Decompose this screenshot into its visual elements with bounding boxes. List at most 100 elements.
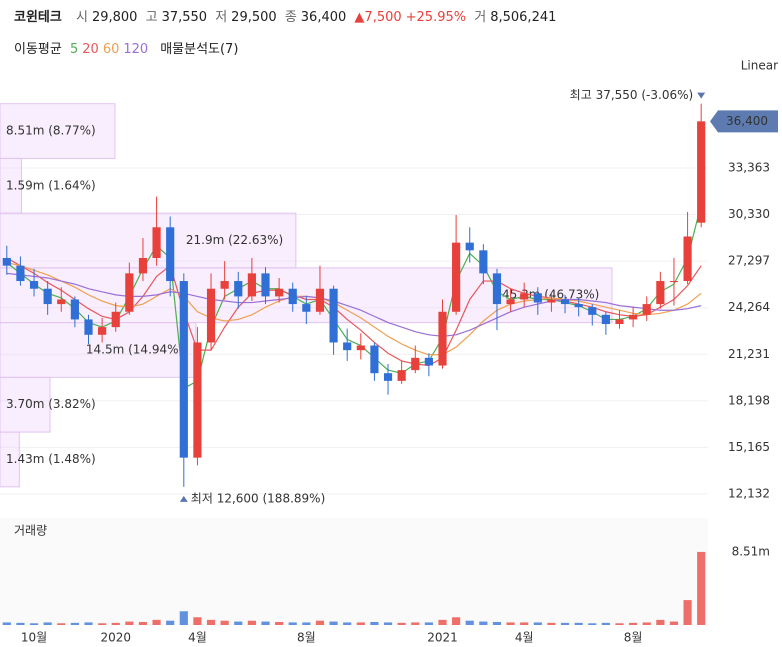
close: 36,400 [300, 10, 347, 25]
candle-body [465, 242, 474, 251]
volume-profile-bar [0, 103, 116, 159]
label: 고 [145, 10, 158, 25]
candle-body [574, 304, 583, 308]
y-tick-label: 24,264 [728, 300, 770, 314]
volume-bar [547, 622, 556, 625]
ma-line [6, 257, 702, 367]
volume-bar [43, 622, 52, 625]
volume-bar [669, 621, 679, 625]
y-tick-label: 12,132 [728, 487, 770, 501]
candle-body [193, 342, 202, 458]
volume-profile-bar [0, 431, 20, 488]
volume-profile-label: 8.51m (8.77%) [6, 124, 96, 138]
candle-body [697, 121, 706, 223]
volume-bar [642, 622, 651, 625]
volume-bar [588, 623, 597, 625]
x-tick-label: 8월 [624, 631, 643, 645]
candle-body [138, 258, 148, 274]
candle-body [642, 304, 651, 315]
x-tick-label: 2020 [100, 631, 131, 645]
volume-bar [247, 620, 256, 625]
change-pct: +25.95% [405, 10, 467, 25]
candle-body [261, 273, 270, 297]
candle-body [234, 281, 243, 297]
price-tag-label: 36,400 [726, 114, 768, 128]
y-tick-label: 33,363 [728, 160, 770, 174]
label: 저 [215, 10, 228, 25]
volume-bar [261, 621, 270, 625]
volume-profile-bar [0, 322, 197, 378]
y-tick-label: 27,297 [728, 254, 770, 268]
y-tick-label: 18,198 [728, 393, 770, 407]
candle-body [70, 299, 79, 320]
volume-bar [111, 622, 120, 625]
candle-body [179, 281, 188, 458]
volume-bar [424, 622, 433, 625]
volume-bar [288, 622, 297, 625]
candle-body [560, 299, 570, 305]
legend-entry: 120 [123, 42, 149, 57]
legend-entry: 매물분석도(7) [160, 42, 239, 57]
legend: 이동평균 5 20 60 120 매물분석도(7) [14, 38, 242, 57]
candle-body [479, 250, 488, 274]
candle-body [206, 288, 216, 343]
volume-bar [166, 620, 175, 625]
volume-bar [438, 619, 447, 625]
volume-profile-label: 21.9m (22.63%) [186, 233, 283, 247]
candle-body [275, 288, 284, 297]
candle-body [247, 273, 256, 297]
candle-body [547, 299, 556, 303]
volume-bar [560, 622, 570, 625]
label: 시 [75, 10, 88, 25]
volume-bar [29, 623, 39, 625]
volume-bar [302, 622, 311, 625]
volume-bar [84, 622, 93, 625]
open: 29,800 [91, 10, 138, 25]
candle-body [411, 357, 420, 371]
volume-bar [206, 619, 216, 625]
candle-body [601, 314, 610, 325]
volume-profile-bar [0, 376, 51, 433]
volume-bar [98, 623, 107, 625]
candle-body [111, 311, 120, 328]
legend-title: 이동평균 [14, 42, 62, 57]
volume-bar [656, 619, 665, 625]
volume-profile-label: 14.5m (14.94%) [86, 342, 183, 356]
x-tick-label: 2021 [427, 631, 458, 645]
volume-profile-label: 3.70m (3.82%) [6, 397, 96, 411]
volume-bar [234, 621, 243, 625]
volume-bar [411, 622, 420, 625]
candle-body [669, 281, 679, 283]
change: ▲7,500 [354, 10, 402, 25]
volume-profile-label: 1.59m (1.64%) [6, 178, 96, 192]
candle-body [302, 304, 311, 312]
annotation-marker [697, 92, 706, 99]
x-tick-label: 8월 [297, 631, 316, 645]
volume-bar [506, 622, 515, 625]
candle-body [397, 370, 406, 381]
low: 29,500 [231, 10, 277, 25]
volume-bar [479, 621, 488, 625]
legend-entry: 20 [82, 42, 99, 57]
volume-bar [16, 622, 25, 625]
candle-body [57, 299, 66, 305]
x-tick-label: 4월 [188, 631, 207, 645]
volume-bar [397, 622, 406, 625]
candle-body [16, 265, 25, 282]
volume-profile-bar [0, 212, 297, 269]
volume-bar [125, 621, 134, 625]
candle-body [152, 227, 161, 259]
volume: 8,506,241 [490, 10, 557, 25]
volume-bar [533, 622, 542, 625]
ma-line [6, 272, 702, 337]
legend-entry: 60 [102, 42, 120, 57]
candle-body [43, 288, 52, 305]
y-tick-label: 8.51m [732, 544, 770, 558]
volume-bar [275, 621, 284, 625]
x-tick-label: 10월 [21, 631, 47, 645]
candle-body [98, 327, 107, 335]
candle-body [166, 227, 175, 282]
candle-body [220, 281, 229, 289]
